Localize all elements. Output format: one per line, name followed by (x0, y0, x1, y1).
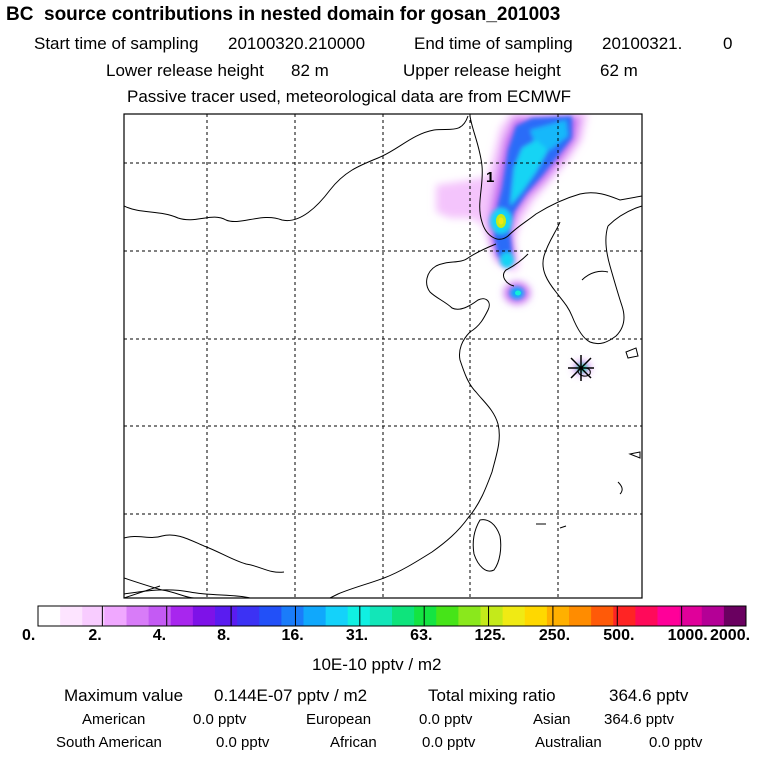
lat-lon-grid (124, 114, 642, 598)
colorbar-tick-label: 63. (410, 627, 433, 644)
note-text: Passive tracer used, meteorological data… (127, 87, 572, 106)
max-value: 0.144E-07 pptv / m2 (214, 686, 368, 705)
colorbar-swatch (657, 606, 681, 626)
star-icon (568, 355, 594, 381)
region-name: South American (56, 734, 162, 751)
colorbar-swatch (281, 606, 305, 626)
upper-height-label: Upper release height (403, 61, 561, 80)
colorbar-tick-label: 2000. (710, 627, 751, 644)
colorbar-unit: 10E-10 pptv / m2 (312, 655, 442, 674)
colorbar-swatch (192, 606, 216, 626)
concentration-plume (436, 114, 590, 374)
colorbar-swatch (237, 606, 260, 626)
region-value: 0.0 pptv (419, 711, 473, 728)
colorbar-swatch (325, 606, 349, 626)
region-name: European (306, 711, 372, 728)
region-value: 0.0 pptv (193, 711, 247, 728)
colorbar-tick-label: 16. (281, 627, 304, 644)
colorbar-swatch (613, 606, 636, 626)
colorbar-tick-label: 125. (474, 627, 506, 644)
colorbar-tick-label: 4. (152, 627, 167, 644)
colorbar-swatch (215, 606, 238, 626)
colorbar-tick-label: 31. (345, 627, 369, 644)
total-mixing-value: 364.6 pptv (609, 686, 689, 705)
lower-height-label: Lower release height (106, 61, 264, 80)
colorbar-swatch (502, 606, 526, 626)
region-value: 0.0 pptv (649, 734, 703, 751)
end-time-extra: 0 (723, 34, 733, 53)
colorbar-swatch (701, 606, 725, 626)
map-content (124, 114, 642, 598)
total-mixing-label: Total mixing ratio (428, 686, 556, 705)
lower-height-value: 82 m (291, 61, 329, 80)
colorbar-swatch (524, 606, 548, 626)
region-name: African (330, 734, 377, 751)
colorbar-swatch (259, 606, 282, 626)
colorbar-swatch (369, 606, 393, 626)
start-time-value: 20100320.210000 (228, 34, 366, 53)
colorbar-swatch (126, 606, 150, 626)
colorbar-swatch (458, 606, 482, 626)
colorbar-swatch (546, 606, 570, 626)
colorbar-frame (37, 605, 747, 627)
colorbar-swatch (170, 606, 194, 626)
region-name: Asian (533, 711, 571, 728)
region-value: 0.0 pptv (216, 734, 270, 751)
colorbar-tick-label: 0. (22, 627, 36, 644)
region-value: 364.6 pptv (604, 711, 675, 728)
colorbar-swatch (436, 606, 459, 626)
end-time-label: End time of sampling (414, 34, 573, 53)
coastlines (124, 115, 642, 598)
colorbar-swatch (60, 606, 83, 626)
colorbar-tick-label: 1000. (667, 627, 708, 644)
colorbar-tick-label: 250. (538, 627, 571, 644)
colorbar-swatch (303, 606, 327, 626)
region-name: Australian (535, 734, 602, 751)
colorbar-tick-label: 500. (603, 627, 635, 644)
colorbar-swatch (480, 606, 504, 626)
max-value-label: Maximum value (64, 686, 184, 705)
colorbar-swatch (635, 606, 659, 626)
colorbar-swatch (569, 606, 592, 626)
plot-title: BC source contributions in nested domain… (6, 4, 561, 25)
region-name: American (82, 711, 146, 728)
colorbar-swatch (392, 606, 415, 626)
colorbar-swatch (591, 606, 614, 626)
region-value: 0.0 pptv (422, 734, 476, 751)
end-time-value: 20100321. (602, 34, 683, 53)
colorbar-swatch (104, 606, 128, 626)
colorbar-swatch (38, 606, 61, 626)
source-region-label: 1 (486, 169, 494, 186)
colorbar-swatch (347, 606, 371, 626)
map-frame (123, 113, 643, 599)
colorbar-swatch (414, 606, 437, 626)
colorbar-tick-label: 8. (217, 627, 231, 644)
colorbar (37, 605, 747, 627)
upper-height-value: 62 m (600, 61, 638, 80)
start-time-label: Start time of sampling (34, 34, 199, 53)
colorbar-swatch (148, 606, 172, 626)
colorbar-swatch (723, 606, 747, 626)
colorbar-swatch (82, 606, 105, 626)
colorbar-swatch (679, 606, 703, 626)
colorbar-tick-label: 2. (88, 627, 102, 644)
